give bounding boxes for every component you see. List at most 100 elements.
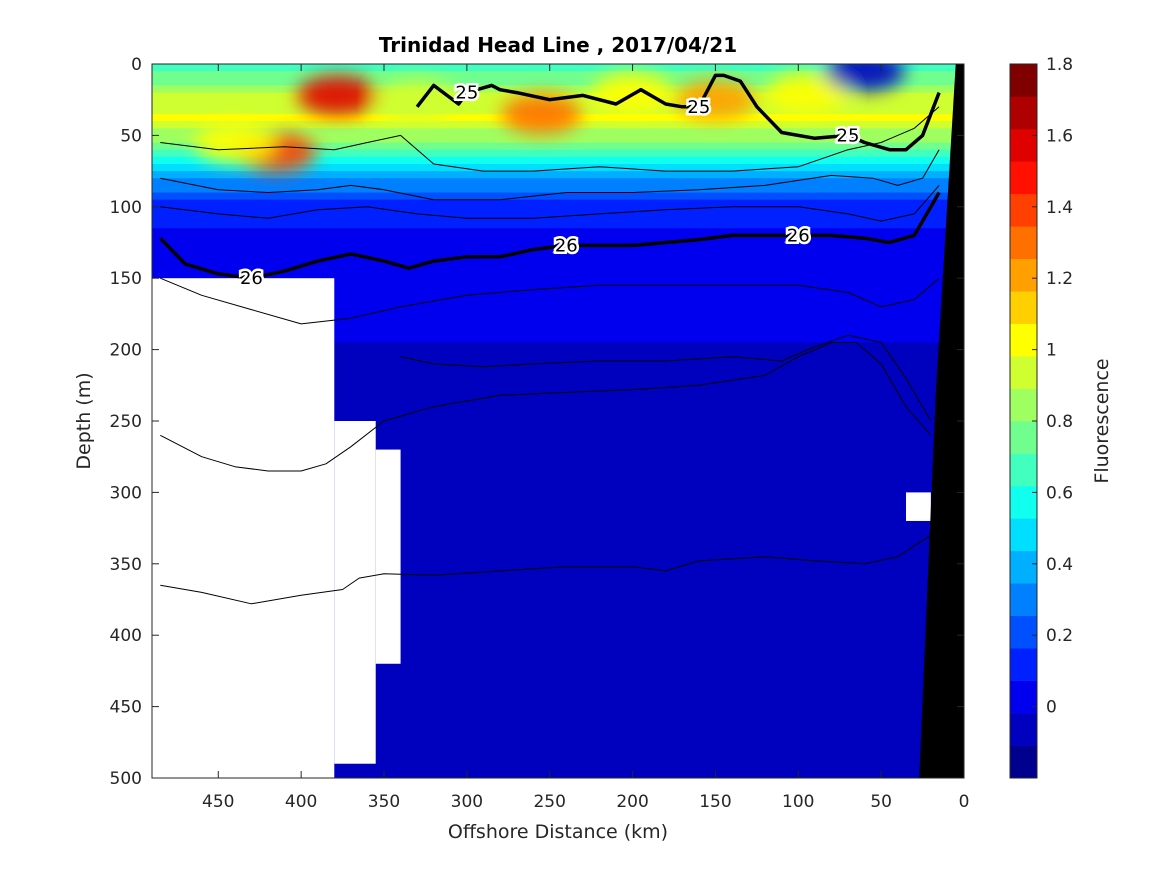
field-band (152, 592, 964, 601)
bathymetry-layer (919, 64, 964, 778)
y-axis: 0 50 100 150 200 250 300 350 400 450 500 (110, 55, 964, 789)
x-tick-label: 150 (699, 792, 731, 812)
colorbar-band (1010, 388, 1037, 422)
chlorophyll-patch (501, 93, 582, 134)
isopycnal-line (400, 334, 932, 422)
chlorophyll-patch (297, 75, 378, 116)
field-band (152, 385, 964, 394)
field-band (152, 285, 964, 294)
y-tick-label: 150 (110, 269, 142, 289)
field-band (152, 649, 964, 658)
field-band (152, 342, 964, 351)
field-band (152, 706, 964, 715)
colorbar-tick-label: 1 (1046, 341, 1057, 361)
field-band (152, 749, 964, 758)
field-band (152, 71, 964, 79)
field-band (152, 635, 964, 643)
y-tick-label: 450 (110, 698, 142, 718)
colorbar-tick-label: 0.4 (1046, 555, 1073, 575)
field-band (152, 685, 964, 693)
plot-area: 25 25 25 26 26 26 (151, 63, 965, 779)
field-band (152, 570, 964, 579)
contour-label: 25 (687, 97, 710, 118)
colorbar-band (1010, 745, 1037, 779)
chlorophyll-patch (824, 64, 905, 92)
field-band (152, 221, 964, 229)
colorbar-band (1010, 713, 1037, 746)
bathymetry (919, 64, 964, 778)
field-band (152, 313, 964, 322)
field-band (152, 78, 964, 87)
x-tick-label: 100 (782, 792, 814, 812)
field-band (152, 406, 964, 415)
field-band (152, 378, 964, 386)
x-tick-label: 250 (533, 792, 565, 812)
x-axis-title: Offshore Distance (km) (448, 821, 668, 843)
field-band (152, 185, 964, 194)
field-band (152, 335, 964, 344)
field-band (152, 278, 964, 286)
field-band (152, 449, 964, 458)
colorbar-band (1010, 96, 1037, 130)
y-tick-label: 200 (110, 341, 142, 361)
field-band (152, 506, 964, 515)
y-tick-label: 500 (110, 769, 142, 789)
field-band (152, 499, 964, 508)
colorbar-band (1010, 550, 1037, 584)
y-axis-title: Depth (m) (73, 372, 95, 469)
field-band (152, 670, 964, 679)
missing-data-region (334, 421, 376, 764)
field-band (152, 256, 964, 265)
field-band (152, 249, 964, 258)
field-band (152, 456, 964, 465)
field-band (152, 85, 964, 94)
field-band (152, 735, 964, 743)
field-band (152, 606, 964, 615)
colorbar-tick-label: 1.6 (1046, 126, 1073, 146)
chlorophyll-patch (194, 122, 275, 163)
field-band (152, 428, 964, 436)
field-band (152, 413, 964, 422)
missing-data-region (152, 278, 335, 778)
field-band (152, 599, 964, 608)
field-band (152, 763, 964, 772)
field-band (152, 206, 964, 215)
contour-label: 26 (787, 225, 810, 246)
field-band (152, 556, 964, 565)
colorbar-ticks: 0 0.2 0.4 0.6 0.8 1 1.2 1.4 1.6 1.8 (1032, 55, 1073, 718)
field-band (152, 163, 964, 172)
field-band (152, 156, 964, 165)
colorbar-band (1010, 485, 1037, 519)
field-band (152, 421, 964, 429)
colorbar-band (1010, 128, 1037, 162)
contour-label: 26 (240, 268, 263, 289)
y-tick-label: 250 (110, 412, 142, 432)
colorbar-bands (1010, 64, 1037, 779)
field-band (152, 756, 964, 765)
field-band (152, 620, 964, 629)
missing-data-layer (152, 278, 931, 778)
field-band (152, 513, 964, 522)
field-band (152, 678, 964, 686)
field-band (152, 392, 964, 401)
field-band (152, 442, 964, 451)
x-tick-label: 50 (870, 792, 892, 812)
isopycnal-26-line (159, 191, 941, 280)
x-tick-label: 450 (202, 792, 234, 812)
field-band (152, 578, 964, 586)
field-band (152, 292, 964, 301)
colorbar-band (1010, 583, 1037, 617)
isopycnal-line (160, 149, 940, 201)
x-axis: 450 400 350 300 250 200 150 100 50 0 (202, 64, 969, 812)
missing-data-region (906, 492, 931, 521)
colorbar: 0 0.2 0.4 0.6 0.8 1 1.2 1.4 1.6 1.8 Fluorescence (1009, 55, 1113, 779)
colorbar-band (1010, 518, 1037, 552)
field-band (152, 492, 964, 501)
colorbar-tick-label: 1.8 (1046, 55, 1073, 75)
colorbar-tick-label: 0.6 (1046, 483, 1073, 503)
field-band (152, 306, 964, 315)
field-band (152, 356, 964, 365)
colorbar-band (1010, 680, 1037, 714)
x-tick-label: 350 (368, 792, 400, 812)
